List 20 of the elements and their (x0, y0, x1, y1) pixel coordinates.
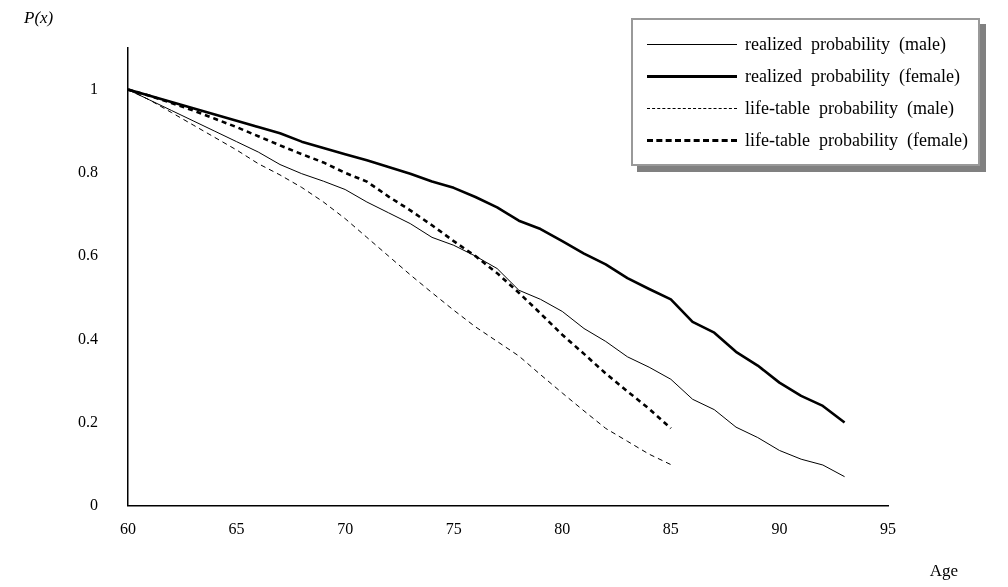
y-axis-title: P(x) (24, 8, 54, 28)
y-tick-label: 0.8 (78, 163, 98, 181)
x-axis-title: Age (929, 561, 958, 581)
y-tick-label: 1 (90, 79, 98, 97)
x-tick-label: 60 (120, 519, 136, 537)
y-tick-label: 0.4 (78, 329, 98, 347)
x-tick-label: 80 (554, 519, 571, 537)
x-tick-label: 85 (662, 519, 679, 537)
legend-label: life-table probability (male) (745, 97, 955, 119)
x-tick-label: 70 (337, 519, 354, 537)
x-tick-label: 95 (880, 519, 896, 537)
x-tick-label: 65 (228, 519, 245, 537)
y-tick-label: 0.2 (78, 412, 98, 430)
x-tick-label: 90 (771, 519, 788, 537)
x-tick-label: 75 (445, 519, 462, 537)
legend-label: realized probability (male) (745, 33, 947, 55)
y-tick-label: 0.6 (78, 246, 98, 264)
legend-label: life-table probability (female) (745, 129, 968, 151)
legend-label: realized probability (female) (745, 65, 960, 87)
y-tick-label: 0 (90, 496, 98, 513)
